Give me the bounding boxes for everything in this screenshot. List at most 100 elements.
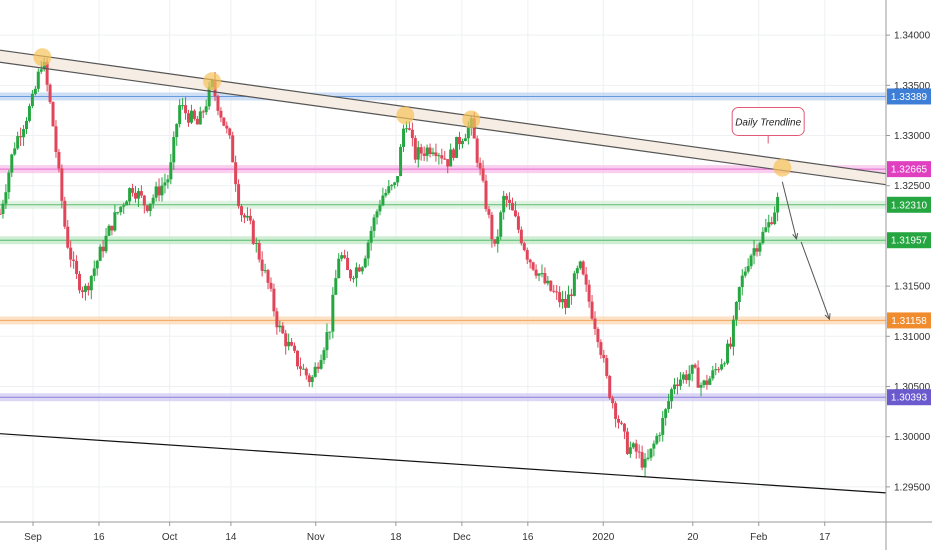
candle — [743, 266, 747, 278]
candle-body — [351, 278, 355, 280]
candle — [673, 378, 677, 395]
candle — [434, 143, 438, 162]
candle — [363, 255, 367, 269]
candle-body — [125, 201, 129, 206]
candle-body — [10, 154, 14, 173]
candle-body — [628, 447, 632, 454]
candle — [528, 258, 532, 269]
candle-body — [145, 205, 149, 211]
time-tick-label: Nov — [307, 532, 325, 543]
candle — [201, 109, 205, 119]
candle-body — [63, 200, 67, 227]
candle-body — [705, 380, 709, 385]
candle-body — [142, 195, 146, 206]
candle-body — [608, 375, 612, 399]
candle — [714, 363, 718, 376]
candle-body — [561, 298, 565, 303]
candle-body — [331, 294, 335, 332]
candle — [128, 187, 132, 206]
candle-body — [122, 205, 126, 207]
candle-body — [39, 69, 43, 72]
candle — [113, 204, 117, 232]
candle — [254, 237, 258, 253]
candle-body — [764, 227, 768, 232]
candle — [0, 208, 2, 216]
candle-body — [696, 367, 700, 388]
level-bands — [0, 92, 886, 402]
candle — [195, 116, 199, 125]
candle-body — [478, 162, 482, 169]
candle-body — [175, 123, 179, 138]
time-tick-label: 16 — [522, 532, 534, 543]
candle — [166, 174, 170, 189]
candle — [631, 441, 635, 450]
candle-body — [60, 168, 64, 201]
candle-body — [549, 280, 553, 291]
projection-arrow — [800, 241, 830, 320]
candle-body — [104, 235, 108, 252]
candle-body — [678, 379, 682, 387]
touch-point — [396, 106, 415, 125]
candle-body — [128, 188, 132, 202]
candle-body — [717, 369, 721, 371]
candle — [496, 229, 500, 253]
candle — [60, 164, 64, 209]
candle-body — [184, 105, 188, 114]
candle-body — [481, 168, 485, 181]
candle — [319, 354, 323, 370]
candle — [133, 185, 137, 203]
candle-body — [416, 147, 420, 160]
candle — [614, 401, 618, 428]
candle-body — [51, 102, 55, 127]
candle — [307, 373, 311, 387]
price-badge — [887, 196, 931, 213]
candle — [89, 275, 93, 300]
candle — [66, 219, 70, 249]
arrow-head — [824, 313, 831, 321]
candle — [7, 170, 11, 200]
candle-body — [534, 269, 538, 276]
candle — [605, 354, 609, 379]
candle-body — [776, 196, 780, 213]
candle — [157, 178, 161, 202]
candle — [145, 204, 149, 213]
candle-body — [27, 106, 31, 121]
candle — [95, 259, 99, 276]
candle-body — [337, 258, 341, 279]
candle-body — [625, 431, 629, 454]
candle-body — [413, 138, 417, 160]
candle-body — [708, 378, 712, 385]
candle — [525, 247, 529, 265]
candle — [372, 214, 376, 238]
price-tick-label: 1.32500 — [894, 181, 931, 192]
candle-body — [45, 61, 49, 85]
candle — [169, 154, 173, 185]
candle-body — [528, 259, 532, 263]
candle — [287, 333, 291, 351]
candle-body — [304, 368, 308, 376]
candle — [593, 311, 597, 336]
candle-body — [157, 186, 161, 196]
candle-body — [387, 186, 391, 193]
candle — [437, 153, 441, 165]
candle-body — [431, 152, 435, 155]
price-badge-label: 1.31957 — [891, 236, 928, 247]
candle — [681, 372, 685, 384]
candle — [360, 266, 364, 275]
candle — [740, 269, 744, 296]
candle-body — [540, 273, 544, 275]
candle-body — [437, 155, 441, 157]
candle — [290, 337, 294, 347]
candle — [566, 285, 570, 308]
candle-body — [260, 259, 264, 271]
candle — [51, 101, 55, 127]
candle-body — [770, 222, 774, 225]
candle — [519, 226, 523, 246]
candle — [540, 264, 544, 278]
candle-body — [107, 225, 111, 236]
candle-body — [357, 267, 361, 272]
candle-body — [605, 358, 609, 376]
candle-body — [89, 275, 93, 291]
candle-body — [195, 118, 199, 125]
candlesticks — [0, 57, 780, 477]
